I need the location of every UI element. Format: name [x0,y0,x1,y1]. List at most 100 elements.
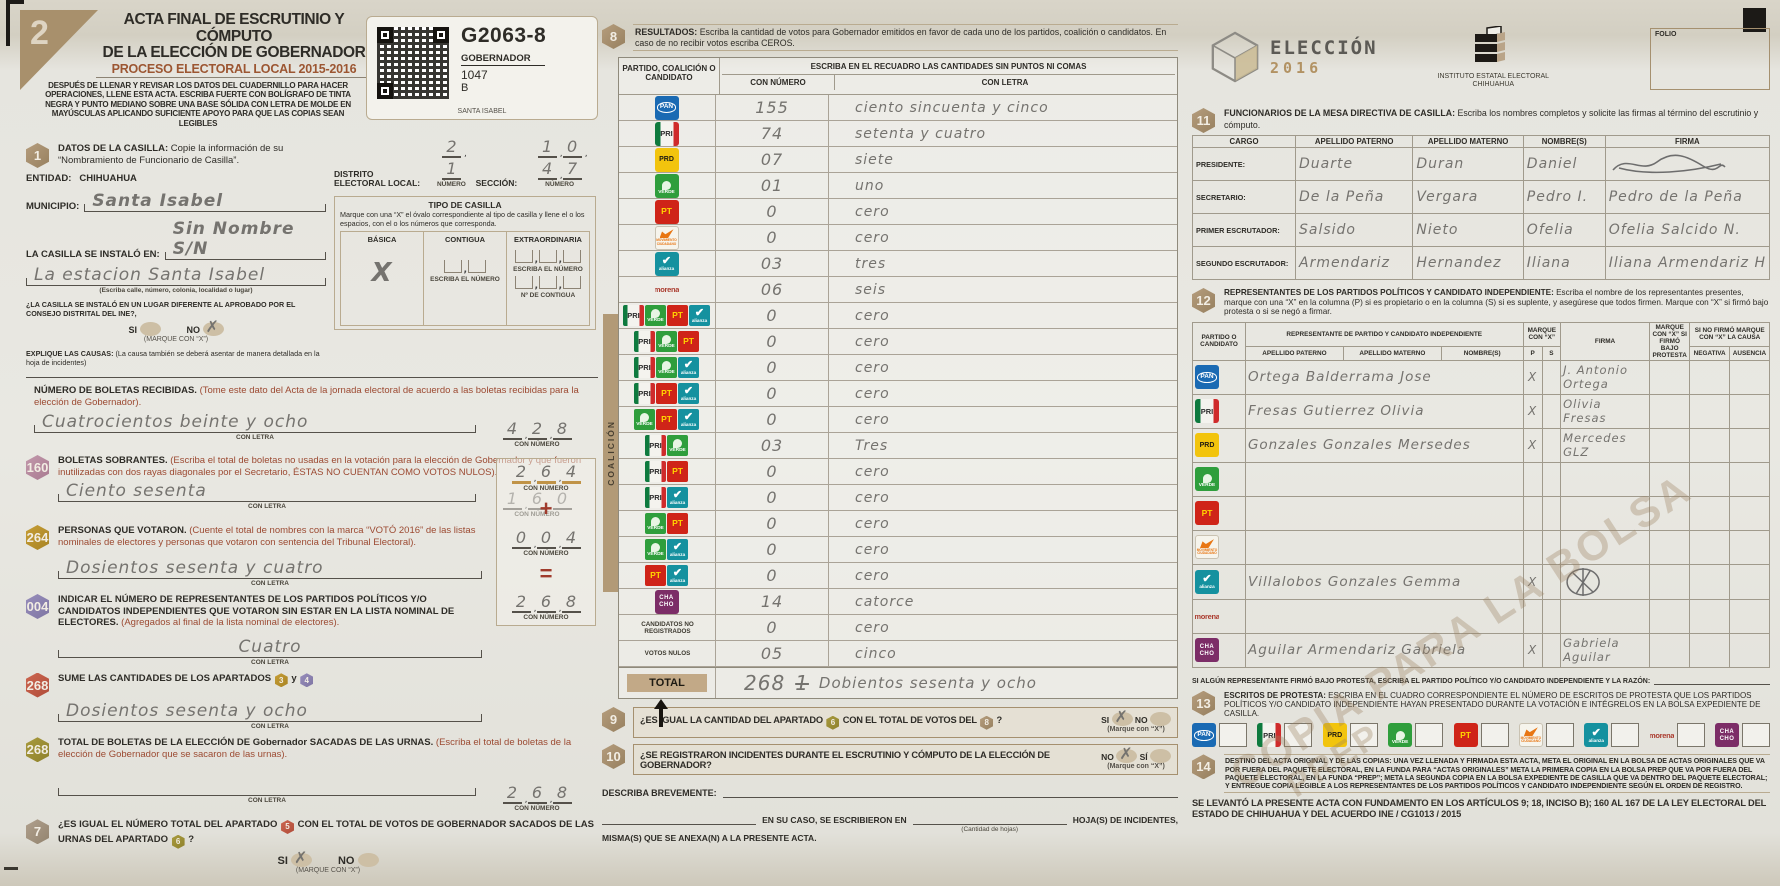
boletas-letra: Cuatrocientos beinte y ocho [42,412,309,432]
rep-propietario-mark: X [1522,632,1543,668]
escrito-party-logo: CHA CHO [1715,723,1739,748]
ncontigua-cells [512,276,584,291]
rep-name: Villalobos Gonzales Gemma [1244,563,1524,600]
results-row: CANDIDATOS NO REGISTRADOS 0 cero [619,615,1177,641]
th-marque-x: MARQUE CON “X” [1522,321,1562,347]
casilla-instalada-line2: La estacion Santa Isabel [34,265,266,285]
th-recuadro: ESCRIBA EN EL RECUADRO LAS CANTIDADES SI… [810,62,1087,71]
funcionario-materno: Hernandez [1412,246,1524,280]
section-3-badge: 264 [26,525,49,550]
th-partido: PARTIDO, COALICIÓN O CANDIDATO [619,58,720,94]
th-rep-firma: FIRMA [1560,321,1650,361]
reps-votaron-title: INDICAR EL NÚMERO DE REPRESENTANTES DE L… [58,594,455,628]
funcionario-nombres: Iliana [1522,246,1606,280]
results-row: PTalianza 0 cero [619,563,1177,589]
rep-firma [1560,461,1650,497]
votes-words: cero [855,619,890,636]
suma-title: SUME LAS CANTIDADES DE LOS APARTADOS [58,672,272,684]
verde-logo: VERDE [656,357,677,378]
votes-words: cero [855,489,890,506]
votes-number: 0 [716,329,829,354]
tipo-extraordinaria: EXTRAORDINARIA ESCRIBA EL NÚMERO Nº DE C… [507,232,589,325]
pt-logo: PT [667,461,688,482]
results-row: VOTOS NULOS 05 cinco [619,641,1177,667]
party-cell: PRI VERDE PT [619,329,716,354]
qr-panel: G2063-8 GOBERNADOR 1047 B SANTA ISABEL [366,16,598,120]
urnas-title: TOTAL DE BOLETAS DE LA ELECCIÓN DE Gober… [58,737,434,749]
pri-logo: PRI [1195,399,1219,424]
acta-seccion-number: 1047 [461,68,488,82]
votes-number: 14 [716,589,829,614]
chacho-logo: CHA CHO [1715,723,1739,748]
total-correction: 1 [795,671,809,695]
pri-logo: PRI [1257,723,1282,748]
iee-name: INSTITUTO ESTATAL ELECTORAL [1437,73,1550,80]
funcionario-firma: Pedro de la Peña [1604,180,1771,214]
votes-number: 0 [716,459,829,484]
th-rep-paterno: APELLIDO PATERNO [1244,345,1344,361]
rep-party-logo-cell: VERDE [1192,461,1246,497]
si-label: SI [128,325,137,335]
iee-state: CHIHUAHUA [1472,81,1515,88]
lugar-diferente-question: ¿LA CASILLA SE INSTALÓ EN UN LUGAR DIFER… [26,300,296,318]
reps-votaron-letra: Cuatro [238,636,302,657]
sum-operation-box: 264 CON NÚMERO + 004 CON NÚMERO = 268 CO… [496,458,596,626]
rep-ausencia-cell [1728,563,1771,600]
seccion-value: 1047 [535,137,588,181]
results-row: PRI 74 setenta y cuatro [619,121,1177,147]
party-cell: PRI PT [619,459,716,484]
rep-protesta-cell [1648,427,1691,463]
acta-title-line2: DE LA ELECCIÓN DE GOBERNADOR [102,44,366,61]
votes-words: cero [855,411,890,428]
pt-logo: PT [667,305,688,326]
representante-row: MOVIMIENTO CIUDADANO [1192,529,1771,565]
tipo-casilla-title: TIPO DE CASILLA [428,200,502,210]
escrito-item: PAN [1192,723,1247,748]
pt-logo: PT [645,565,666,586]
votes-words: seis [855,281,887,298]
th-con-numero: CON NÚMERO [722,75,835,90]
pan-logo: PAN [654,95,679,120]
verde-logo: VERDE [667,435,688,456]
pt-logo: PT [1453,723,1478,748]
results-row: PRIPTalianza 0 cero [619,381,1177,407]
contigua-number-cells [441,260,489,275]
alianza-logo: alianza [1195,569,1219,594]
municipio-value: Santa Isabel [92,191,224,211]
reps-votaron-note: (Agregados al final de la lista nominal … [121,617,340,628]
party-cell: PRIPTalianza [619,381,716,406]
section-11-badge: 11 [1192,108,1215,133]
th-representante: REPRESENTANTE DE PARTIDO Y CANDIDATO IND… [1244,321,1524,347]
party-cell: alianza [619,251,716,276]
sobrantes-letra: Ciento sesenta [66,481,207,501]
scan-corner-mark [6,0,24,46]
en-su-caso-label: EN SU CASO, SE ESCRIBIERON EN [762,815,907,825]
escrito-party-logo: PT [1453,723,1478,748]
rep-ausencia-cell [1728,495,1771,531]
rep-firma [1560,529,1650,565]
rep-name [1244,461,1524,497]
funcionario-firma: Ofelia Salcido N. [1604,213,1771,247]
rep-ausencia-cell [1728,598,1771,634]
verde-logo: VERDE [1195,467,1219,492]
votes-words: cero [855,359,890,376]
boletas-title: NÚMERO DE BOLETAS RECIBIDAS. [34,385,197,396]
rep-protesta-cell [1648,632,1691,668]
funcionario-nombres: Daniel [1522,147,1606,181]
results-row: VERDE 01 uno [619,173,1177,199]
representantes-table: PARTIDO O CANDIDATO REPRESENTANTE DE PAR… [1192,321,1771,668]
rep-propietario-mark [1522,598,1543,634]
verde-logo: VERDE [645,305,666,326]
qr-code-icon [377,27,449,99]
total-words: Dobientos sesenta y ocho [818,674,1037,692]
results-row: MOVIMIENTO CIUDADANO 0 cero [619,225,1177,251]
chacho-logo: CHA CHO [654,589,679,614]
section-12-badge: 12 [1192,288,1215,313]
eleccion-wordmark: ELECCIÓN [1270,37,1378,59]
badge-6-inline: 6 [171,834,185,849]
pri-logo: PRI [645,487,666,508]
verde-logo: VERDE [656,331,677,352]
funcionario-row: SECRETARIO: De la Peña Vergara Pedro I. … [1192,180,1771,214]
section-6-badge: 268 [26,737,49,763]
pt-logo: PT [1195,501,1219,526]
